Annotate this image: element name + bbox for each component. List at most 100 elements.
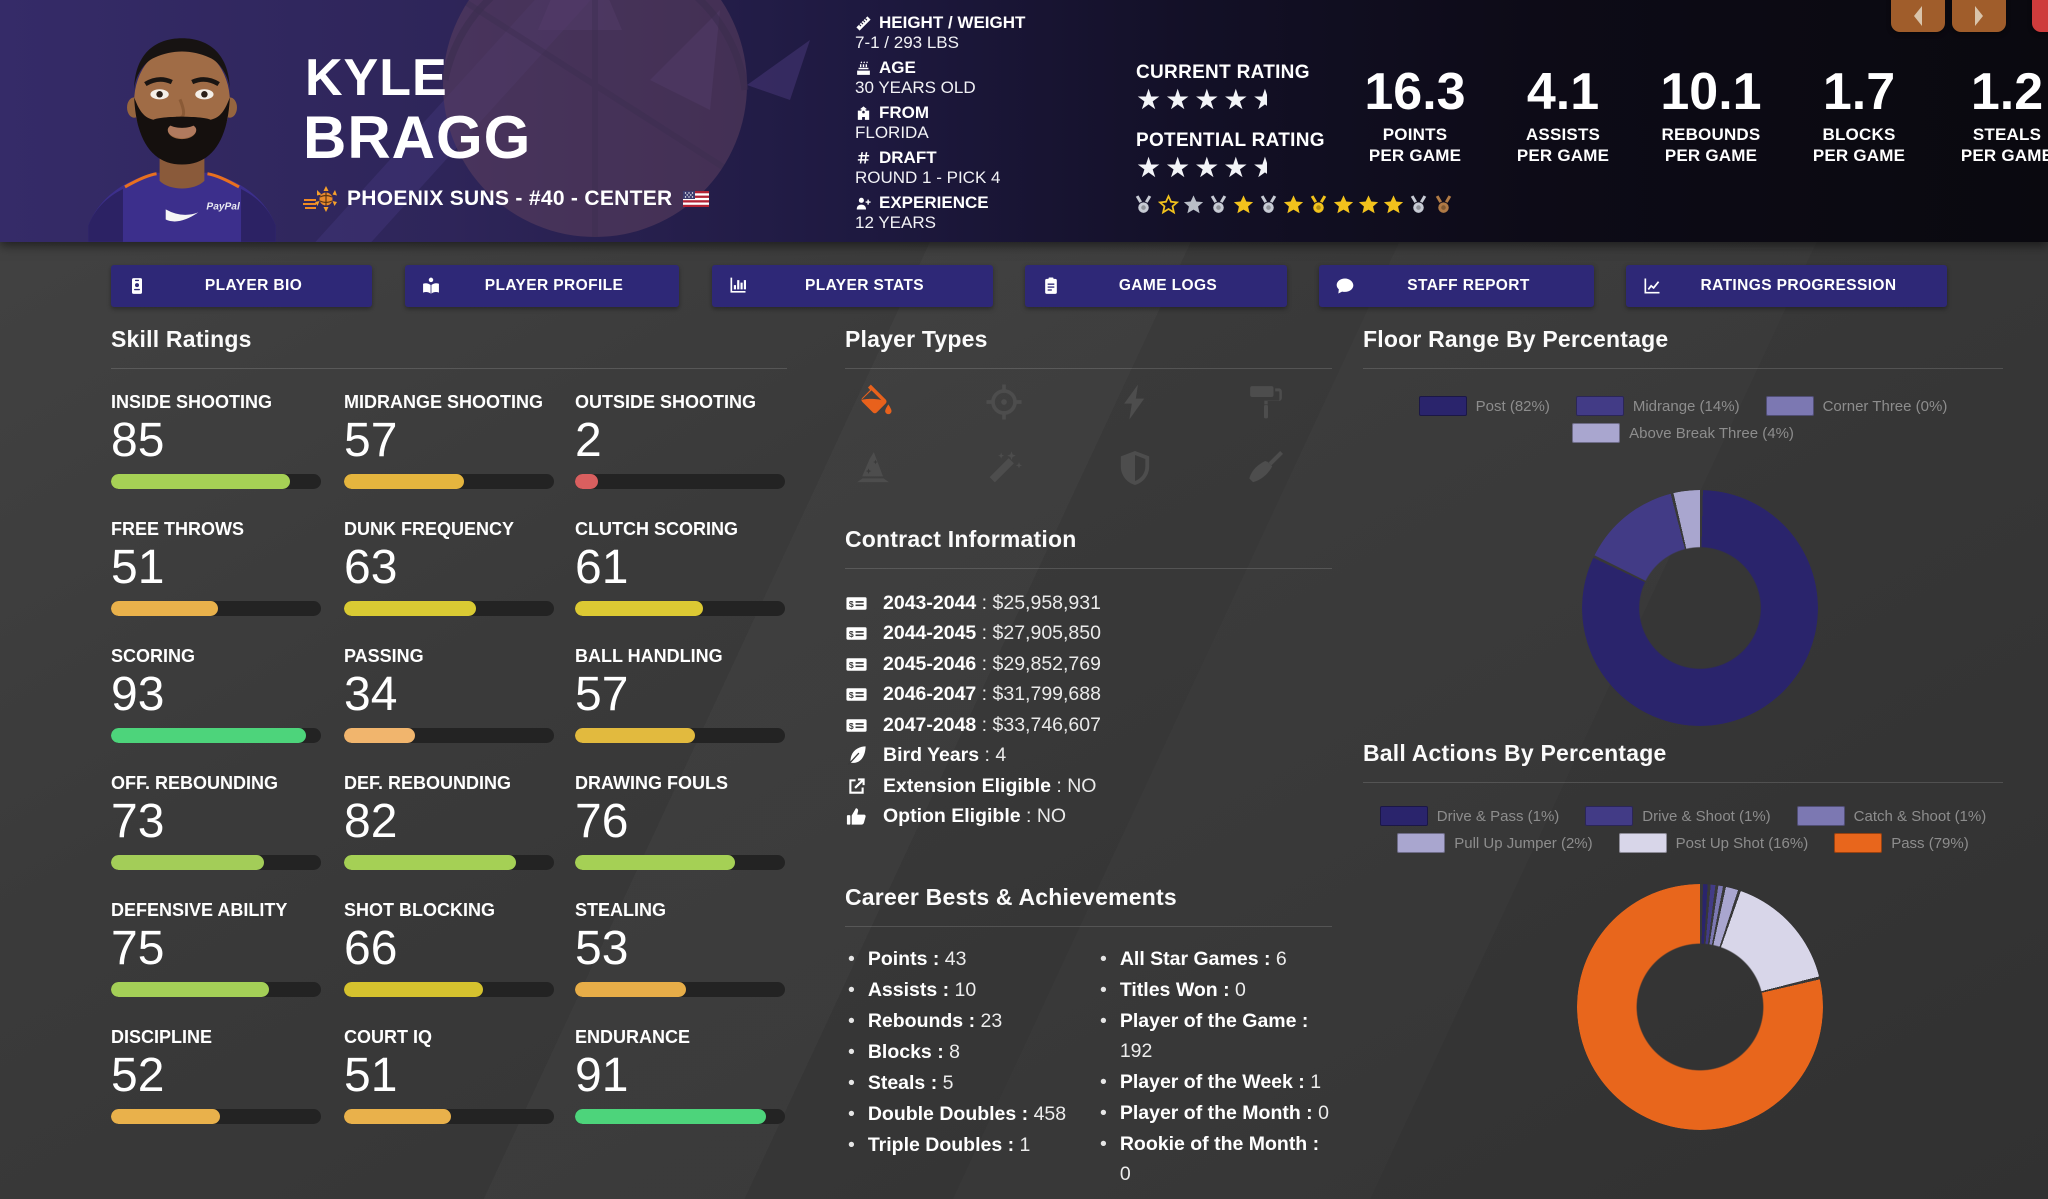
skill-bar-fill bbox=[344, 982, 483, 997]
career-item: • Double Doubles : 458 bbox=[848, 1099, 1093, 1129]
money-check-icon: $ bbox=[845, 622, 868, 645]
star-icon-gold bbox=[1333, 194, 1354, 215]
star-icon-gold bbox=[1358, 194, 1379, 215]
skill-value: 91 bbox=[575, 1049, 629, 1102]
nav-player-stats[interactable]: PLAYER STATS bbox=[712, 265, 993, 307]
career-item-text: Points : 43 bbox=[867, 948, 967, 970]
contract-item-value: : $31,799,688 bbox=[976, 683, 1101, 706]
floor-range-title: Floor Range By Percentage bbox=[1363, 326, 1669, 352]
half-star-icon: ★ bbox=[1252, 85, 1267, 115]
skill-bar-track bbox=[111, 855, 321, 870]
career-item: • Player of the Week : 1 bbox=[1100, 1067, 1335, 1097]
career-item-text: Assists : 10 bbox=[867, 979, 977, 1001]
comment-icon bbox=[1335, 276, 1355, 296]
bio-item-value: ROUND 1 - PICK 4 bbox=[855, 168, 1001, 187]
bullet: • bbox=[848, 1041, 855, 1063]
skill-defensive-ability: DEFENSIVE ABILITY 75 bbox=[111, 900, 344, 1027]
skill-label: PASSING bbox=[344, 646, 424, 666]
contract-item-label: 2046-2047 bbox=[883, 683, 977, 706]
bio-item-value: 12 YEARS bbox=[855, 213, 936, 232]
skill-bar-fill bbox=[575, 474, 598, 489]
thumbs-up-icon bbox=[845, 805, 868, 828]
career-item: • Triple Doubles : 1 bbox=[848, 1130, 1093, 1160]
shield-icon[interactable] bbox=[1115, 448, 1155, 488]
floor-range-legend: Post (82%) Midrange (14%) Corner Three (0%… bbox=[1363, 396, 2003, 443]
skill-label: SCORING bbox=[111, 646, 196, 666]
fill-drip-icon[interactable] bbox=[853, 382, 893, 422]
skill-bar-track bbox=[344, 1109, 554, 1124]
bio-item: DRAFT ROUND 1 - PICK 4 bbox=[855, 148, 1125, 187]
bolt-icon[interactable] bbox=[1115, 382, 1155, 422]
skill-value: 52 bbox=[111, 1049, 165, 1102]
skill-label: DRAWING FOULS bbox=[575, 773, 728, 793]
nav-player-profile[interactable]: PLAYER PROFILE bbox=[405, 265, 679, 307]
career-item-text: All Star Games : 6 bbox=[1119, 948, 1287, 970]
wizard-hat-icon[interactable] bbox=[853, 448, 893, 488]
career-item: • Assists : 10 bbox=[848, 975, 1093, 1005]
legend-swatch bbox=[1379, 806, 1428, 826]
user-plus-icon bbox=[855, 195, 872, 212]
contract-item-value: : $33,746,607 bbox=[976, 713, 1101, 736]
skill-passing: PASSING 34 bbox=[344, 646, 575, 773]
next-player-button[interactable] bbox=[1952, 0, 2006, 32]
skill-value: 85 bbox=[111, 414, 165, 467]
contract-item: $2043-2044 : $25,958,931 bbox=[845, 588, 1332, 619]
svg-text:$: $ bbox=[849, 599, 854, 609]
career-item: • Points : 43 bbox=[848, 944, 1093, 974]
nav-staff-report[interactable]: STAFF REPORT bbox=[1319, 265, 1594, 307]
legend-item: Midrange (14%) bbox=[1575, 396, 1740, 416]
legend-item: Catch & Shoot (1%) bbox=[1796, 806, 1986, 826]
contract-item-label: Bird Years bbox=[883, 744, 980, 767]
skill-bar-track bbox=[111, 728, 321, 743]
current-rating-label: CURRENT RATING bbox=[1136, 62, 1310, 83]
skill-value: 93 bbox=[111, 668, 165, 721]
legend-item: Drive & Pass (1%) bbox=[1379, 806, 1559, 826]
stat-value: 16.3 bbox=[1364, 63, 1466, 121]
stat-steals: 1.2 STEALS PER GAME bbox=[1933, 64, 2048, 166]
crosshairs-icon[interactable] bbox=[984, 382, 1024, 422]
contract-item-label: 2045-2046 bbox=[883, 652, 977, 675]
skill-bar-track bbox=[575, 1109, 785, 1124]
broom-icon[interactable] bbox=[1246, 448, 1286, 488]
skill-free-throws: FREE THROWS 51 bbox=[111, 519, 344, 646]
bio-label-text: FROM bbox=[879, 103, 930, 122]
career-right-list: • All Star Games : 6 • Titles Won : 0 • Playe… bbox=[1100, 944, 1335, 1190]
contract-item: Option Eligible : NO bbox=[845, 802, 1332, 833]
skill-inside-shooting: INSIDE SHOOTING 85 bbox=[111, 392, 344, 519]
prev-player-button[interactable] bbox=[1891, 0, 1945, 32]
skill-bar-track bbox=[344, 601, 554, 616]
contract-item: Bird Years : 4 bbox=[845, 741, 1332, 772]
skill-value: 63 bbox=[344, 541, 398, 594]
player-avatar: PayPal bbox=[88, 38, 276, 242]
skill-value: 53 bbox=[575, 922, 629, 975]
skill-value: 76 bbox=[575, 795, 629, 848]
nav-player-bio[interactable]: PLAYER BIO bbox=[111, 265, 372, 307]
legend-swatch bbox=[1585, 806, 1634, 826]
money-check-icon: $ bbox=[845, 683, 868, 706]
career-item-text: Player of the Month : 0 bbox=[1119, 1102, 1329, 1124]
legend-item: Corner Three (0%) bbox=[1765, 396, 1947, 416]
legend-swatch bbox=[1796, 806, 1845, 826]
arrow-left-icon bbox=[1911, 5, 1925, 27]
close-button[interactable] bbox=[2032, 0, 2048, 32]
bio-item-label: FROM bbox=[855, 103, 1125, 123]
career-item: • Rebounds : 23 bbox=[848, 1006, 1093, 1036]
skill-bar-fill bbox=[344, 474, 464, 489]
magic-wand-icon[interactable] bbox=[984, 448, 1024, 488]
skill-bar-fill bbox=[344, 1109, 452, 1124]
suns-logo-icon bbox=[303, 186, 337, 212]
nav-ratings-progression[interactable]: RATINGS PROGRESSION bbox=[1626, 265, 1947, 307]
nav-button-label: PLAYER STATS bbox=[804, 277, 925, 294]
skill-label: OUTSIDE SHOOTING bbox=[575, 392, 757, 412]
player-header: PayPal KYLE BRAGG PHOENIX SUNS - #40 - C… bbox=[0, 0, 2048, 242]
paint-roller-icon[interactable] bbox=[1246, 382, 1286, 422]
contract-item-value: : $27,905,850 bbox=[976, 622, 1101, 645]
legend-item: Post Up Shot (16%) bbox=[1618, 833, 1809, 853]
nav-game-logs[interactable]: GAME LOGS bbox=[1025, 265, 1287, 307]
divider bbox=[111, 368, 787, 369]
stat-rebounds: 10.1 REBOUNDS PER GAME bbox=[1637, 64, 1785, 166]
line-chart-icon bbox=[1642, 276, 1662, 296]
skill-label: SHOT BLOCKING bbox=[344, 900, 495, 920]
star-outline-icon-gold bbox=[1158, 194, 1179, 215]
legend-label: Post Up Shot (16%) bbox=[1675, 834, 1809, 852]
